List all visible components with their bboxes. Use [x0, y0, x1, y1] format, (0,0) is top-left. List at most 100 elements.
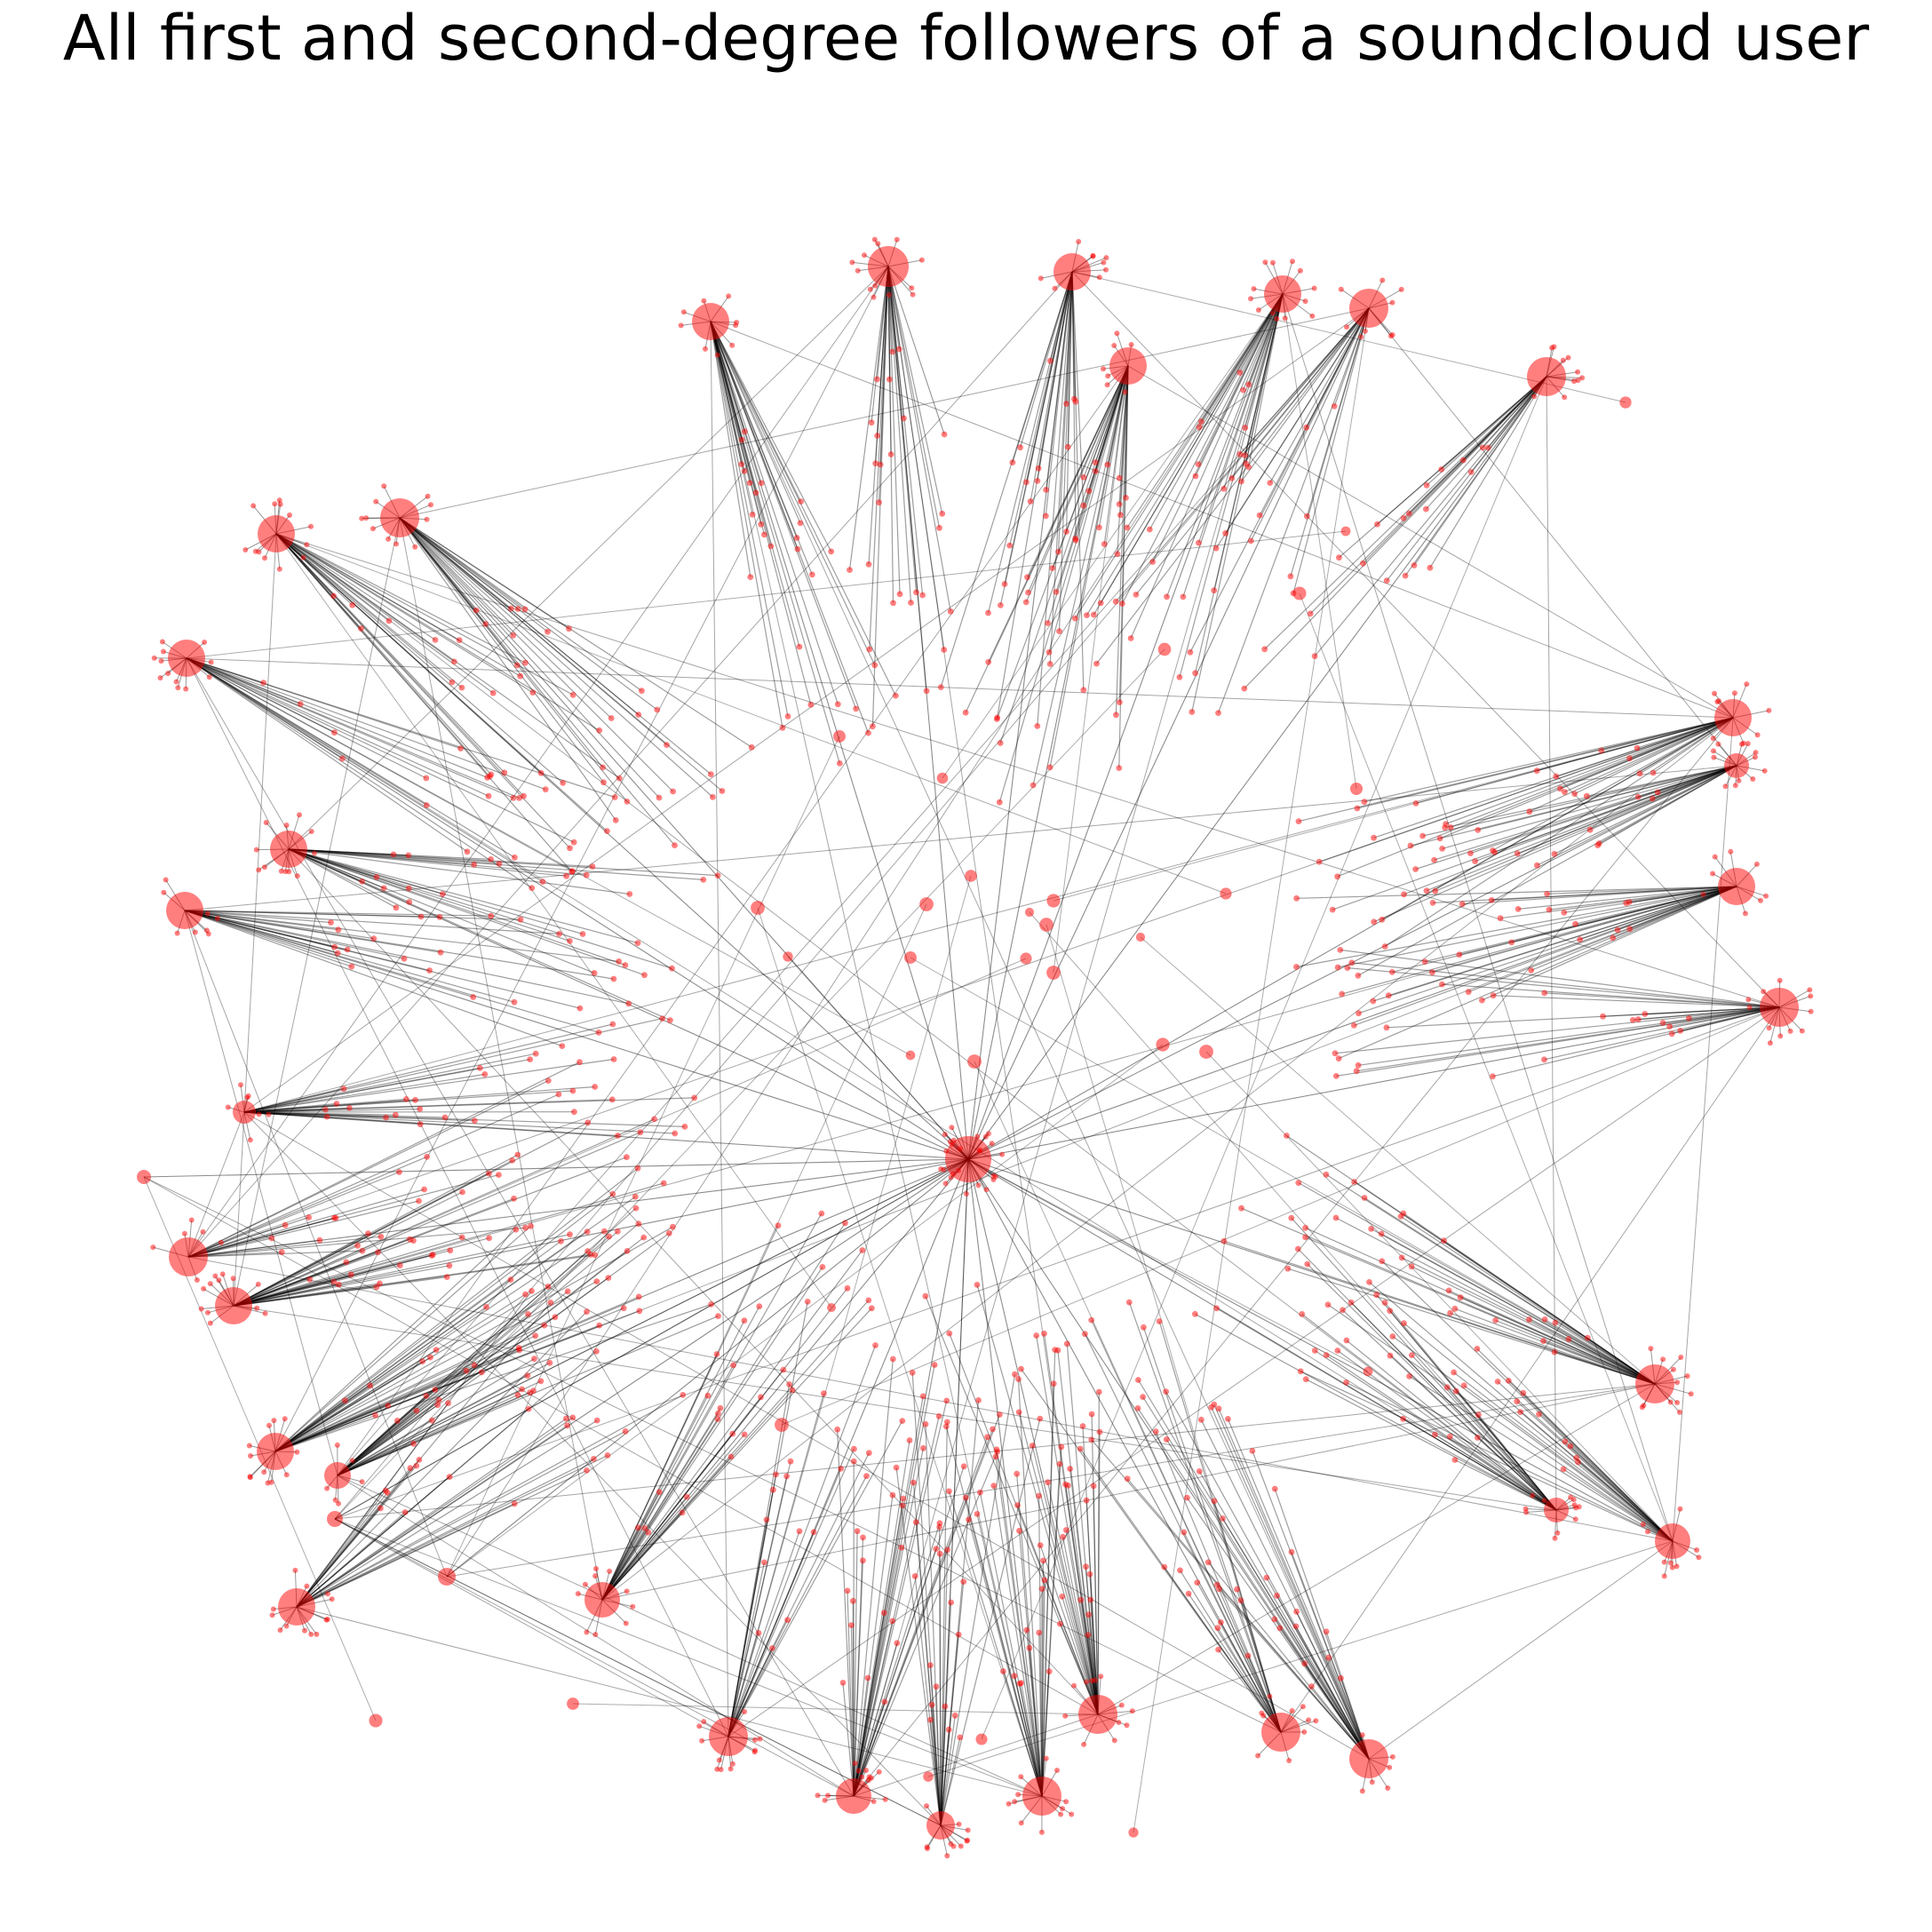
follower-node — [380, 885, 387, 892]
follower-node — [1515, 906, 1522, 912]
follower-edge — [1220, 1622, 1282, 1733]
follower-node — [1016, 1527, 1022, 1534]
follower-edge — [399, 517, 628, 802]
follower-edge — [274, 1225, 531, 1452]
follower-edge — [1057, 271, 1073, 553]
follower-edge — [296, 1512, 406, 1608]
follower-edge — [186, 657, 573, 872]
follower-node — [277, 501, 283, 507]
follower-edge — [274, 1240, 561, 1452]
follower-node — [262, 555, 267, 561]
follower-node — [1009, 459, 1016, 465]
follower-node — [592, 1573, 599, 1579]
follower-edge — [1446, 1387, 1557, 1511]
follower-edge — [1018, 1530, 1043, 1797]
follower-node — [1045, 620, 1051, 626]
follower-node — [1213, 1305, 1220, 1312]
follower-node — [1338, 286, 1344, 292]
follower-node — [886, 376, 893, 383]
follower-node — [1220, 887, 1232, 900]
follower-node — [670, 788, 676, 795]
follower-node — [1157, 642, 1172, 656]
follower-node — [1295, 818, 1302, 824]
follower-node — [747, 574, 754, 580]
follower-node — [1114, 551, 1121, 557]
follower-node — [1381, 1300, 1388, 1306]
follower-node — [1076, 239, 1082, 244]
followed-user-node — [1053, 253, 1091, 290]
follower-edge — [243, 1111, 685, 1127]
follower-edge — [940, 271, 1073, 688]
follower-node — [1337, 947, 1344, 953]
follower-edge — [601, 1389, 793, 1601]
follower-node — [511, 1500, 518, 1507]
follower-edge — [1142, 1396, 1370, 1760]
follower-edge — [1211, 1407, 1370, 1760]
follower-node — [563, 1415, 569, 1422]
follower-edge — [243, 1058, 615, 1113]
follower-edge — [1066, 271, 1073, 532]
follower-edge — [1544, 1318, 1656, 1385]
follower-node — [1236, 450, 1244, 457]
follower-node — [1389, 1333, 1396, 1340]
follower-node — [865, 1297, 872, 1304]
follower-node — [622, 1427, 629, 1435]
follower-node — [1062, 1527, 1069, 1533]
follower-node — [834, 1426, 841, 1433]
follower-node — [1634, 793, 1642, 800]
follower-edge — [1037, 271, 1073, 727]
follower-node — [302, 1627, 307, 1634]
follower-node — [1429, 969, 1435, 976]
follower-node — [1667, 1560, 1674, 1566]
follower-edge — [601, 1364, 735, 1601]
follower-node — [1323, 1352, 1330, 1358]
follower-edge — [940, 1374, 1016, 1826]
follower-node — [1431, 856, 1437, 863]
follower-edge — [967, 1006, 1780, 1160]
follower-edge — [1381, 1260, 1674, 1542]
follower-edge — [1537, 717, 1734, 772]
follower-node — [1006, 542, 1014, 549]
follower-edge — [1037, 271, 1073, 481]
follower-node — [933, 1546, 940, 1552]
follower-edge — [853, 1560, 863, 1797]
follower-node — [866, 646, 873, 653]
follower-node — [486, 1170, 492, 1177]
follower-node — [1402, 572, 1409, 579]
follower-node — [486, 1235, 492, 1242]
follower-edge — [914, 1576, 942, 1826]
follower-node — [1037, 1415, 1044, 1422]
follower-edge — [601, 717, 1734, 1601]
follower-node — [1626, 755, 1633, 762]
follower-node — [367, 1382, 373, 1389]
follower-node — [1644, 1529, 1650, 1535]
follower-edge — [243, 1109, 326, 1113]
follower-edge — [243, 1098, 407, 1113]
follower-node — [584, 1248, 591, 1254]
follower-node — [870, 723, 876, 730]
follower-node — [174, 930, 180, 936]
follower-edge — [243, 1085, 595, 1113]
follower-edge — [887, 266, 927, 691]
follower-node — [1085, 1611, 1092, 1618]
follower-node — [150, 1244, 156, 1251]
follower-edge — [1195, 293, 1284, 673]
follower-node — [595, 1029, 602, 1036]
follower-edge — [1287, 1268, 1656, 1385]
follower-edge — [1386, 1006, 1780, 1029]
follower-node — [151, 655, 157, 661]
follower-node — [635, 1524, 641, 1531]
follower-node — [1047, 357, 1053, 364]
follower-edge — [1450, 1312, 1656, 1385]
follower-edge — [233, 1261, 347, 1307]
follower-node — [348, 963, 355, 970]
follower-edge — [1071, 271, 1780, 1008]
follower-node — [522, 1224, 529, 1231]
follower-node — [1761, 989, 1767, 995]
follower-node — [678, 322, 684, 329]
follower-edge — [727, 1562, 765, 1737]
follower-node — [1299, 1311, 1306, 1317]
follower-node — [960, 1463, 967, 1470]
follower-edge — [1041, 1349, 1056, 1797]
follower-node — [575, 1591, 581, 1597]
